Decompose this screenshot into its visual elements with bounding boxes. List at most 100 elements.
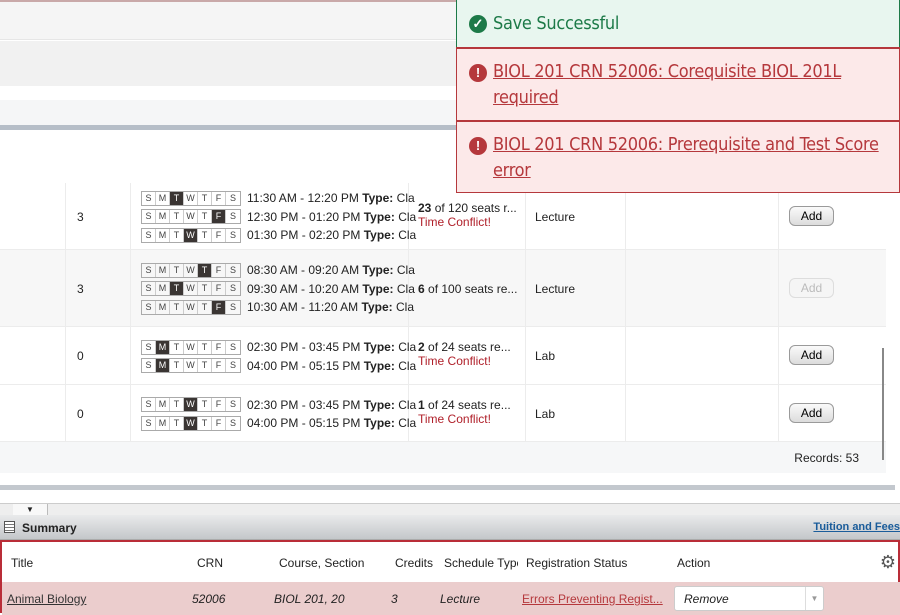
day-box: T [198,340,212,354]
credits: 3 [77,209,84,224]
day-box: F [212,210,226,224]
add-button[interactable]: Add [789,345,834,365]
header-title[interactable]: Title [11,556,34,570]
day-box: M [156,300,170,314]
time-range: 01:30 PM - 02:20 PM [247,228,361,243]
day-box: S [229,264,236,275]
day-box: F [212,340,226,354]
summary-row: Animal Biology 52006 BIOL 201, 20 3 Lect… [2,582,900,615]
cell-divider [130,385,131,441]
type-value: Cla [396,263,415,278]
time-conflict-warning: Time Conflict! [418,214,491,229]
cell-divider [408,250,409,326]
crn: 52006 [192,592,226,606]
meeting-time: S M T W T F S 02:30 PM - 03:45 PM Type: Cla [141,397,416,412]
course-section: BIOL 201, 20 [274,592,345,606]
time-range: 11:30 AM - 12:20 PM [247,191,359,206]
day-box: T [198,263,212,277]
type-label: Type: [363,416,395,430]
cell-divider [778,327,779,384]
type-value: Cla [398,358,417,373]
course-title-link[interactable]: Animal Biology [7,592,87,606]
time-range: 04:00 PM - 05:15 PM [247,416,361,430]
registration-status-link[interactable]: Errors Preventing Regist... [522,592,663,606]
day-box: S [142,210,156,224]
header-registration-status[interactable]: Registration Status [526,556,628,570]
scrollbar[interactable] [882,348,884,460]
cell-divider [625,183,626,249]
day-box: S [229,360,236,370]
cell-divider [130,183,131,249]
day-box: W [184,228,198,242]
type-value: Cla [398,416,417,430]
add-button[interactable]: Add [789,205,834,226]
day-box: W [184,191,198,205]
header-schedule-type[interactable]: Schedule Type [444,556,518,570]
schedule-type: Lecture [535,281,576,296]
notification-message[interactable]: BIOL 201 CRN 52006: Corequisite BIOL 201… [493,61,842,108]
collapse-toggle[interactable]: ▼ [13,504,48,515]
header-course-section[interactable]: Course, Section [279,556,365,570]
results-footer: Records: 53 [0,442,886,473]
top-border [0,0,900,2]
seats-available: 6 [418,281,425,296]
day-box: T [170,416,184,430]
type-label: Type: [361,300,393,315]
day-box: S [142,191,156,205]
cell-divider [525,327,526,384]
add-button[interactable]: Add [789,402,834,423]
type-label: Type: [362,191,394,206]
seats-text: of 24 seats re... [424,397,511,412]
day-box: F [212,282,226,296]
action-select[interactable]: Remove ▼ [674,586,824,611]
gear-icon[interactable]: ⚙ [879,552,896,572]
day-box: M [156,398,170,411]
add-button[interactable]: Add [789,277,834,298]
day-box: T [198,398,212,411]
day-box: T [198,228,212,242]
time-range: 12:30 PM - 01:20 PM [247,209,361,224]
cell-divider [778,183,779,249]
day-box: S [229,341,236,352]
header-crn[interactable]: CRN [197,556,223,570]
type-label: Type: [363,209,395,224]
seats-text: of 120 seats r... [431,200,517,215]
day-box: M [156,191,170,205]
notification-message: Save Successful [493,13,620,34]
check-circle-icon: ✓ [469,15,487,33]
day-box: S [142,282,156,296]
cell-divider [778,385,779,441]
schedule-type: Lab [535,349,556,363]
cell-divider [130,327,131,384]
notification-message[interactable]: BIOL 201 CRN 52006: Prerequisite and Tes… [493,134,879,181]
cell-divider [65,183,66,249]
type-label: Type: [362,281,394,296]
seats-text: of 100 seats re... [424,281,518,296]
type-label: Type: [363,358,395,373]
seats-status: 6 of 100 seats re... [418,282,517,296]
type-label: Type: [363,340,395,354]
action-value: Remove [684,592,729,606]
type-value: Cla [398,340,417,354]
header-credits[interactable]: Credits [395,556,434,570]
meeting-time: S M T W T F S 02:30 PM - 03:45 PM Type: Cla [141,339,417,355]
summary-title: Summary [22,521,77,535]
day-box: F [212,228,226,242]
success-notification: ✓ Save Successful [456,0,900,48]
day-box: T [170,191,184,205]
day-box: M [156,359,170,372]
day-box: W [184,282,198,296]
day-box: F [212,191,226,205]
meeting-time: S M T W T F S 08:30 AM - 09:20 AM Type: Cla [141,262,415,278]
type-value: Cla [396,281,415,296]
header-action[interactable]: Action [677,556,711,570]
credits: 0 [77,349,84,363]
summary-table: Title CRN Course, Section Credits Schedu… [0,540,900,615]
day-box: F [212,416,226,430]
tuition-and-fees-link[interactable]: Tuition and Fees [813,521,900,533]
records-count: Records: 53 [794,451,859,465]
